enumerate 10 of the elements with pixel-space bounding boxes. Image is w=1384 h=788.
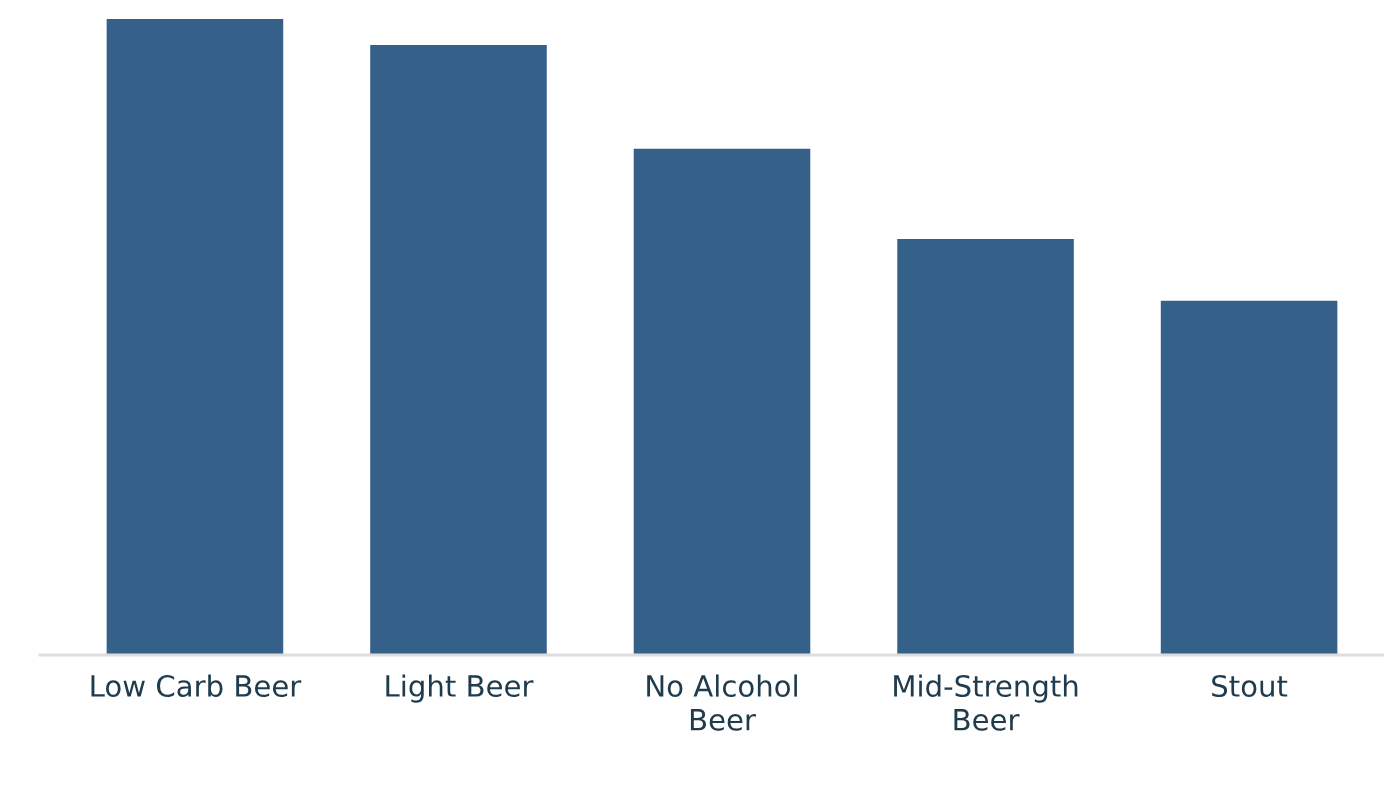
x-tick-label: Low Carb Beer: [91, 674, 302, 698]
x-tick-label: Mid-Strength Beer: [894, 674, 1078, 731]
bar: [633, 148, 811, 655]
bar: [106, 19, 284, 655]
x-tick-label: No Alcohol Beer: [647, 674, 797, 731]
x-tick-label: Stout: [1212, 674, 1288, 698]
bar: [897, 239, 1074, 655]
bar: [1160, 300, 1338, 655]
x-tick-label: Light Beer: [386, 674, 534, 703]
bar: [370, 45, 547, 655]
